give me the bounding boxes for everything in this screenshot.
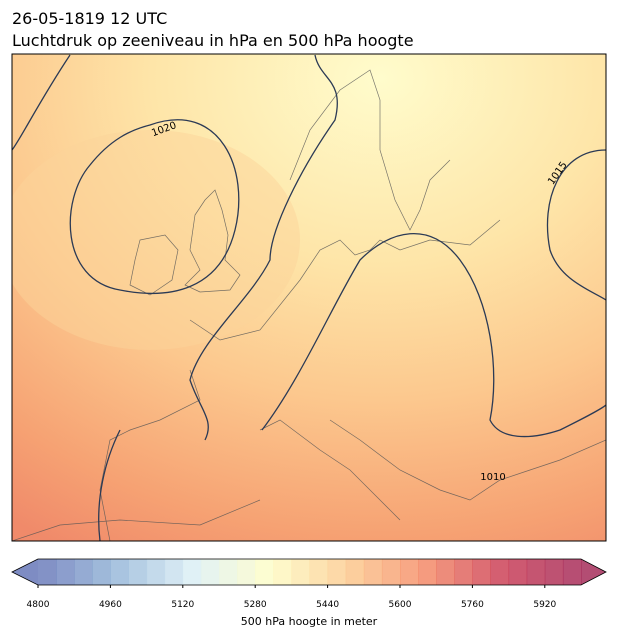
colorbar-segment xyxy=(273,559,292,585)
colorbar-segment xyxy=(56,559,75,585)
colorbar-tick-label: 4800 xyxy=(27,600,50,610)
colorbar-tick-label: 4960 xyxy=(99,600,122,610)
colorbar-segment xyxy=(345,559,365,585)
colorbar-segment xyxy=(255,559,274,585)
colorbar-tick-label: 5600 xyxy=(389,600,412,610)
colorbar-segment xyxy=(544,559,564,585)
colorbar-segment xyxy=(92,559,111,585)
colorbar-segment xyxy=(327,559,347,585)
map: 1020 1015 1010 xyxy=(12,54,606,541)
colorbar-tick-label: 5440 xyxy=(316,600,339,610)
contour-label: 1010 xyxy=(480,472,505,483)
colorbar-segment xyxy=(164,559,184,585)
colorbar-extend-high xyxy=(581,559,606,585)
map-frame xyxy=(11,53,607,542)
colorbar-segment xyxy=(309,559,329,585)
colorbar-segment xyxy=(472,559,491,585)
colorbar-segment xyxy=(128,559,148,585)
colorbar-label: 500 hPa hoogte in meter xyxy=(241,615,378,628)
colorbar-segment xyxy=(110,559,129,585)
subtitle: Luchtdruk op zeeniveau in hPa en 500 hPa… xyxy=(12,31,414,50)
colorbar-segment xyxy=(291,559,310,585)
colorbar-segment xyxy=(146,559,166,585)
colorbar-segment xyxy=(454,559,473,585)
colorbar-segment xyxy=(508,559,528,585)
colorbar-segment xyxy=(182,559,202,585)
colorbar-extend-low xyxy=(12,559,38,585)
colorbar: 4800 4960 5120 5280 5440 5600 5760 5920 xyxy=(11,558,607,610)
field-area xyxy=(12,130,300,350)
title: 26-05-1819 12 UTC xyxy=(12,9,167,28)
colorbar-segment xyxy=(38,559,57,585)
colorbar-tick-label: 5760 xyxy=(461,600,484,610)
colorbar-segment xyxy=(436,559,455,585)
colorbar-segment xyxy=(237,559,256,585)
colorbar-tick-label: 5920 xyxy=(533,600,556,610)
colorbar-segment xyxy=(562,559,582,585)
colorbar-segment xyxy=(381,559,401,585)
colorbar-segment xyxy=(418,559,437,585)
colorbar-segment xyxy=(526,559,546,585)
colorbar-frame xyxy=(11,558,607,586)
colorbar-segment xyxy=(219,559,238,585)
colorbar-segment xyxy=(400,559,419,585)
colorbar-segment xyxy=(200,559,220,585)
colorbar-tick-label: 5280 xyxy=(244,600,267,610)
coastlines xyxy=(12,69,606,541)
colorbar-segment xyxy=(74,559,93,585)
colorbar-tick-label: 5120 xyxy=(171,600,194,610)
isobars xyxy=(12,54,606,541)
colorbar-segment xyxy=(363,559,383,585)
colorbar-segment xyxy=(490,559,510,585)
